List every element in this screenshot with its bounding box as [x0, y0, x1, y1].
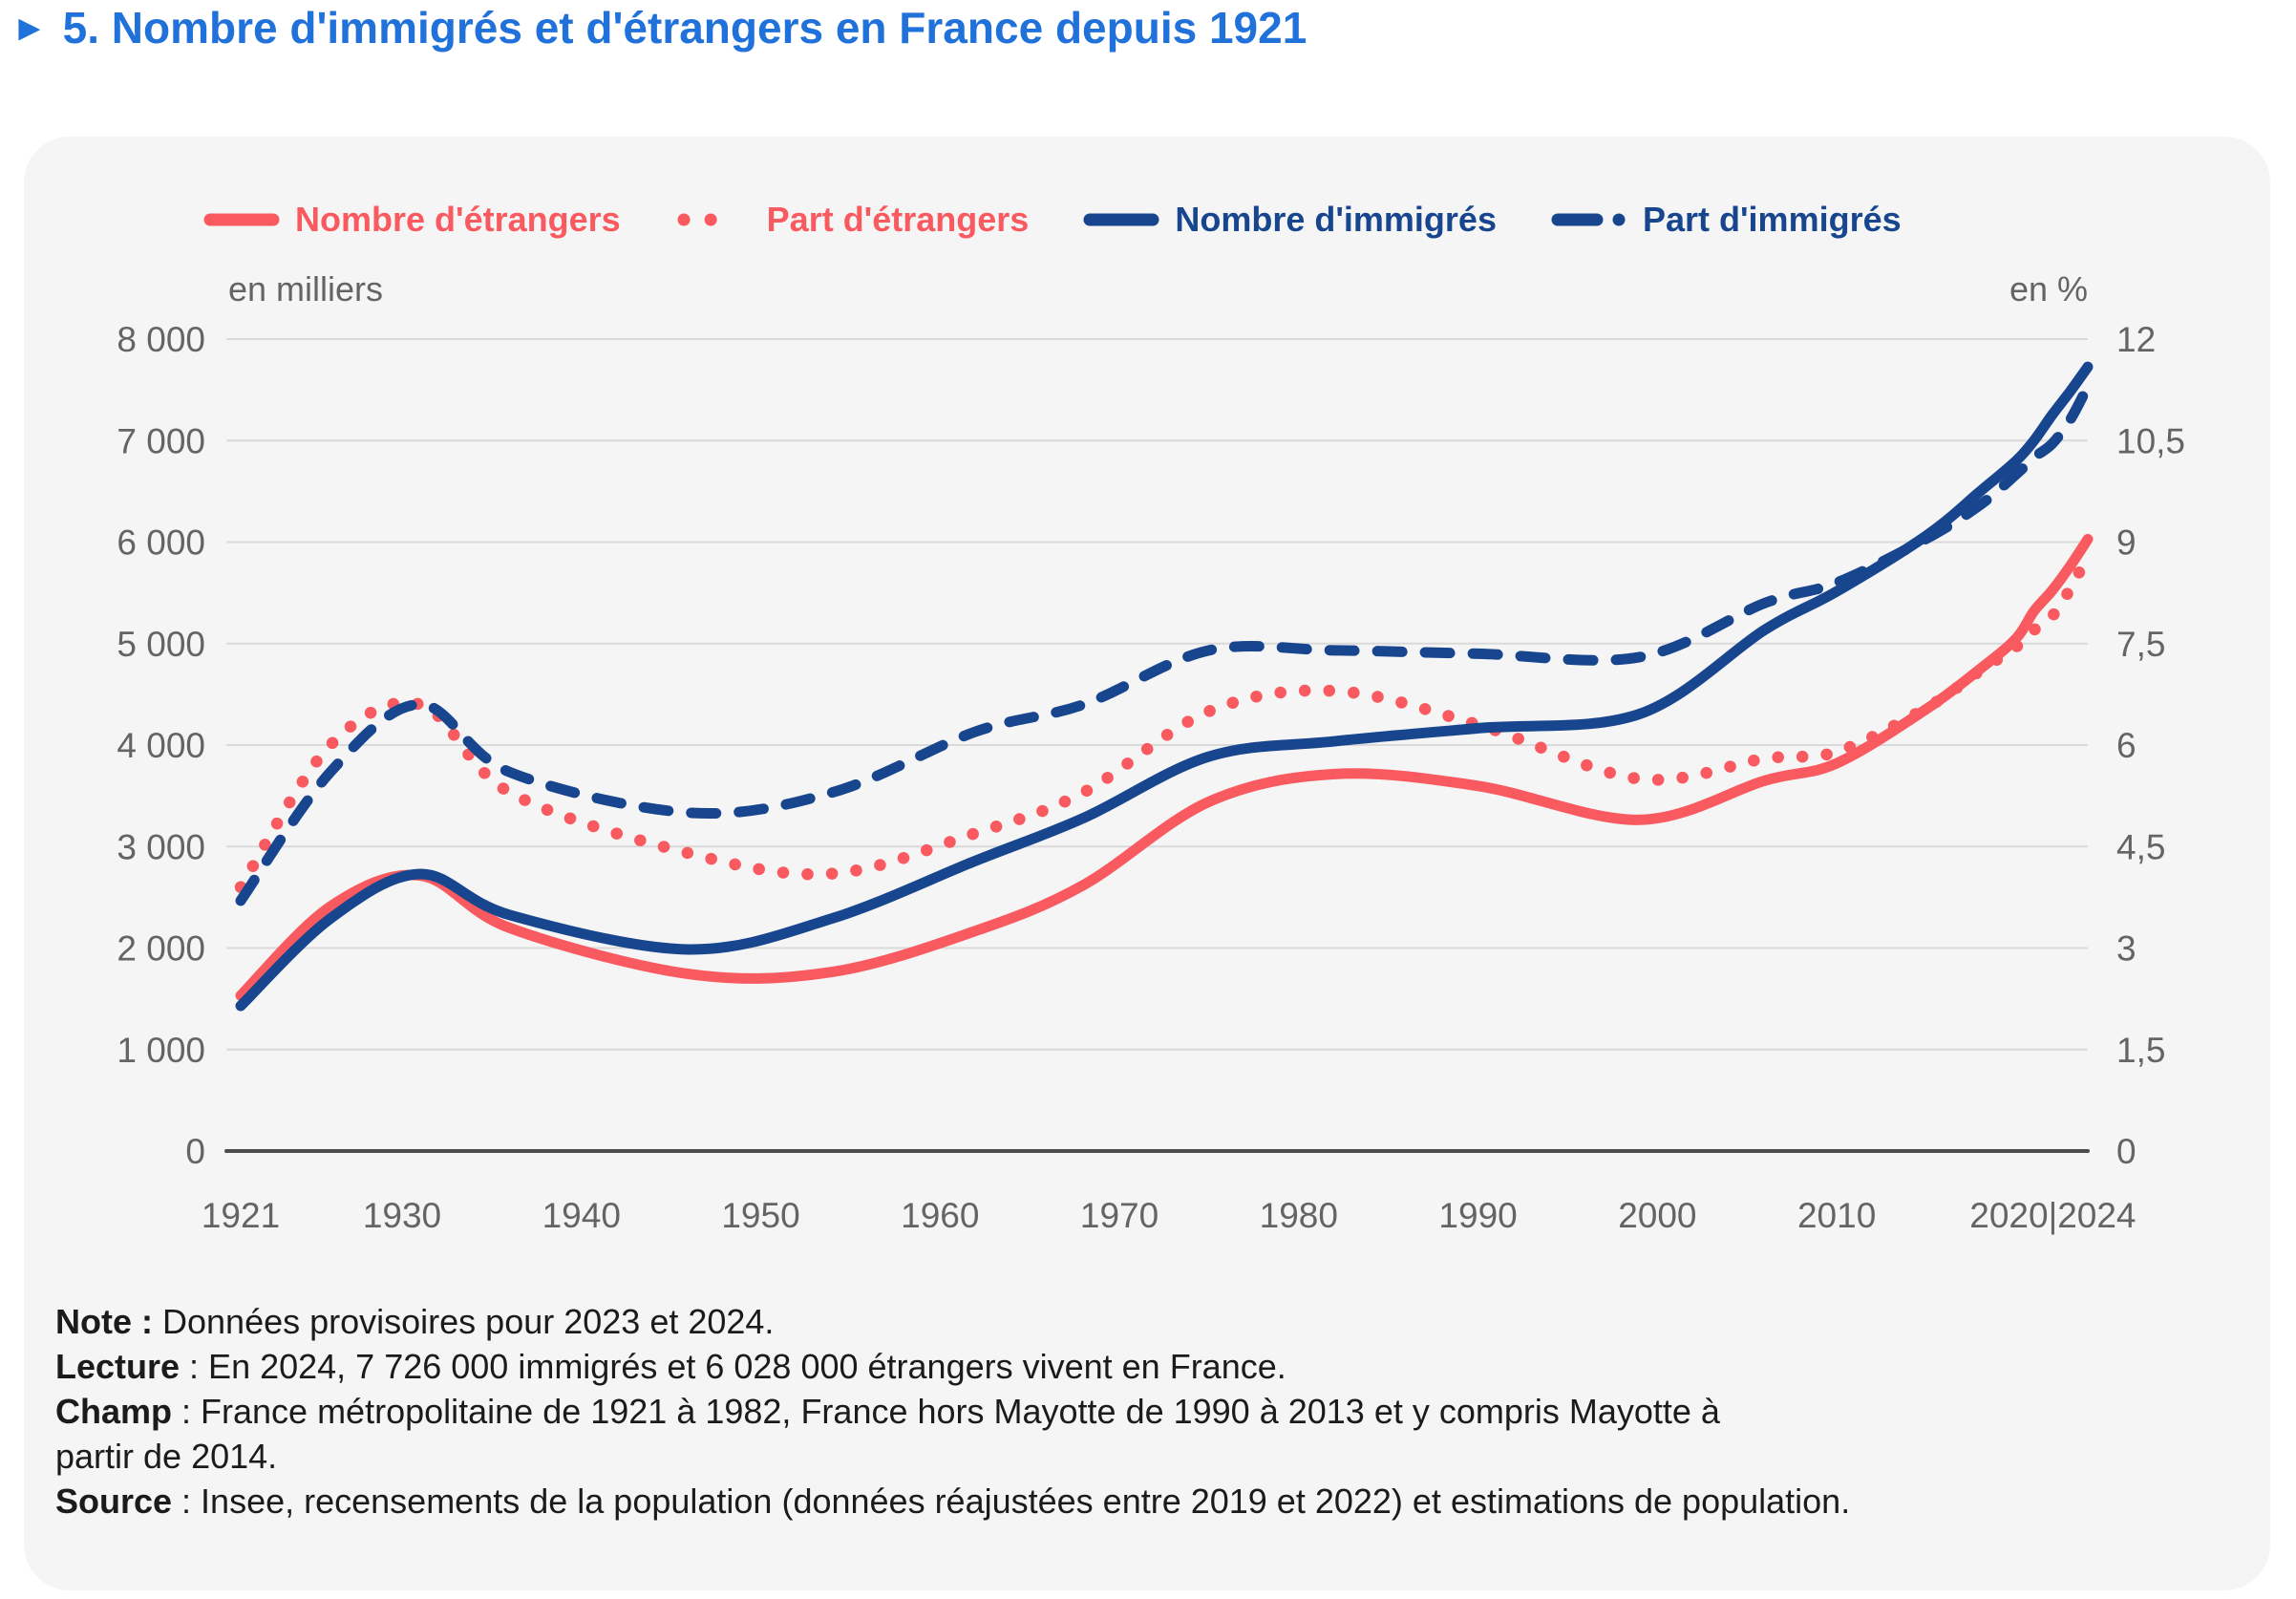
- x-axis-tick-label: 2010: [1797, 1196, 1876, 1235]
- x-axis-tick-label: 2000: [1618, 1196, 1696, 1235]
- solid-line-swatch-icon: [1083, 213, 1159, 226]
- series-line-dotted: [234, 549, 2094, 893]
- legend-item-part-etrangers[interactable]: Part d'étrangers: [674, 200, 1030, 240]
- y-axis-right-tick-label: 6: [2116, 726, 2137, 765]
- note-label: Note :: [55, 1302, 153, 1341]
- left-axis-unit-label: en milliers: [228, 269, 384, 309]
- y-axis-left-tick-label: 7 000: [117, 421, 205, 460]
- y-axis-right-tick-label: 9: [2116, 523, 2137, 563]
- legend-label: Nombre d'immigrés: [1175, 200, 1497, 239]
- lecture-line: Lecture : En 2024, 7 726 000 immigrés et…: [55, 1344, 2233, 1389]
- legend-label: Part d'immigrés: [1642, 200, 1902, 239]
- x-axis-tick-label: 2020|2024: [1969, 1196, 2136, 1235]
- y-axis-right-tick-label: 12: [2116, 320, 2156, 359]
- y-axis-left-tick-label: 4 000: [117, 726, 205, 765]
- note-line: Note : Données provisoires pour 2023 et …: [55, 1299, 2233, 1344]
- y-axis-left-tick-label: 5 000: [117, 625, 205, 664]
- legend-item-part-immigres[interactable]: Part d'immigrés: [1550, 200, 1902, 240]
- y-axis-right-tick-label: 4,5: [2116, 827, 2165, 866]
- note-label: Lecture: [55, 1347, 181, 1386]
- y-axis-left-tick-label: 6 000: [117, 523, 205, 563]
- legend-label: Part d'étrangers: [766, 200, 1030, 239]
- title-arrow-icon: ►: [11, 9, 48, 49]
- solid-line-swatch-icon: [203, 213, 280, 226]
- note-label: Champ: [55, 1392, 173, 1431]
- note-text: : En 2024, 7 726 000 immigrés et 6 028 0…: [180, 1347, 1286, 1386]
- chart-notes: Note : Données provisoires pour 2023 et …: [55, 1299, 2233, 1524]
- page-title: ► 5. Nombre d'immigrés et d'étrangers en …: [11, 2, 1307, 53]
- y-axis-right-tick-label: 1,5: [2116, 1031, 2165, 1070]
- legend-item-nombre-immigres[interactable]: Nombre d'immigrés: [1082, 200, 1497, 240]
- chart-card: [24, 137, 2270, 1590]
- note-text: : France métropolitaine de 1921 à 1982, …: [55, 1392, 1720, 1476]
- x-axis-tick-label: 1990: [1438, 1196, 1517, 1235]
- note-text: : Insee, recensements de la population (…: [172, 1482, 1851, 1521]
- x-axis-tick-label: 1960: [901, 1196, 979, 1235]
- legend-item-nombre-etrangers[interactable]: Nombre d'étrangers: [202, 200, 621, 240]
- x-axis-tick-label: 1970: [1080, 1196, 1159, 1235]
- chart-legend: Nombre d'étrangers Part d'étrangers Nomb…: [202, 200, 1902, 240]
- right-axis-unit-label: en %: [2009, 269, 2088, 309]
- y-axis-right-tick-label: 10,5: [2116, 421, 2185, 460]
- x-axis-tick-label: 1980: [1260, 1196, 1338, 1235]
- series-line-solid: [235, 534, 2094, 1001]
- x-axis-tick-label: 1950: [721, 1196, 799, 1235]
- x-axis-tick-label: 1921: [202, 1196, 280, 1235]
- y-axis-left-tick-label: 2 000: [117, 929, 205, 969]
- legend-label: Nombre d'étrangers: [295, 200, 621, 239]
- y-axis-left-tick-label: 3 000: [117, 827, 205, 866]
- note-label: Source: [55, 1482, 173, 1521]
- y-axis-left-tick-label: 0: [185, 1132, 205, 1171]
- source-line: Source : Insee, recensements de la popul…: [55, 1479, 2233, 1524]
- y-axis-left-tick-label: 8 000: [117, 320, 205, 359]
- series-line-dashed: [235, 381, 2094, 906]
- y-axis-right-tick-label: 0: [2116, 1132, 2137, 1171]
- x-axis-tick-label: 1940: [542, 1196, 621, 1235]
- y-axis-right-tick-label: 3: [2116, 929, 2137, 969]
- series-line-solid: [235, 361, 2094, 1012]
- page-title-text: 5. Nombre d'immigrés et d'étrangers en F…: [62, 3, 1307, 53]
- dashed-line-swatch-icon: [1551, 213, 1626, 226]
- x-axis-tick-label: 1930: [363, 1196, 441, 1235]
- champ-line: Champ : France métropolitaine de 1921 à …: [55, 1389, 2233, 1479]
- y-axis-right-tick-label: 7,5: [2116, 625, 2165, 664]
- note-text: Données provisoires pour 2023 et 2024.: [153, 1302, 775, 1341]
- dotted-line-swatch-icon: [677, 213, 744, 226]
- y-axis-left-tick-label: 1 000: [117, 1031, 205, 1070]
